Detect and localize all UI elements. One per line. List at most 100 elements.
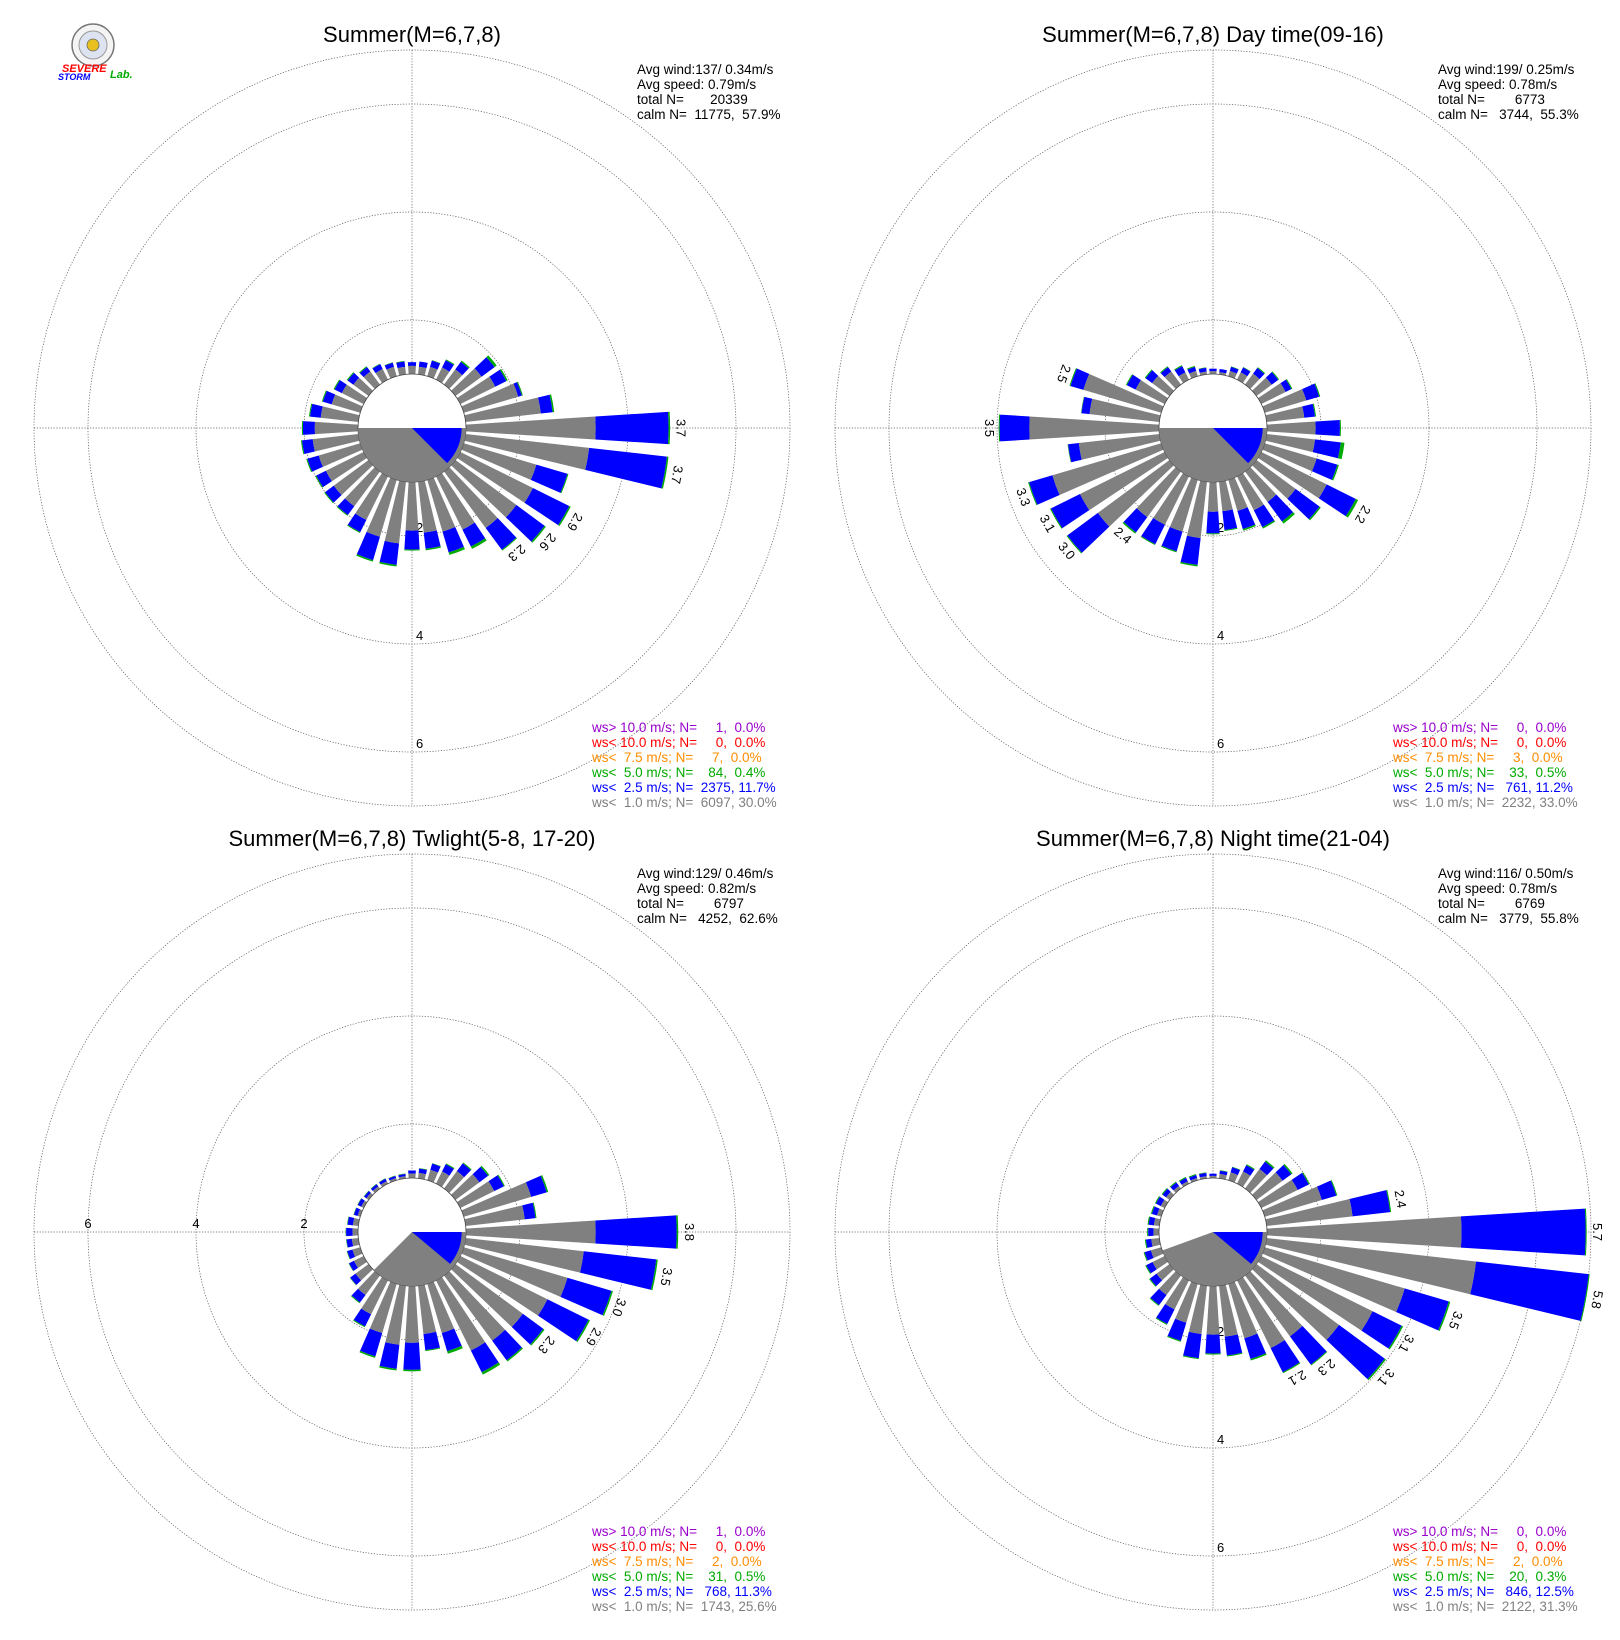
bar-segment-ws-lt-1 (436, 1171, 450, 1188)
bar-segment-ws-lt-2-5 (1189, 1175, 1198, 1181)
bar-segment-ws-lt-2-5 (423, 530, 441, 549)
bar-segment-ws-lt-5 (345, 1239, 348, 1248)
bar-segment-ws-lt-1 (318, 443, 363, 467)
bar-segment-ws-lt-2-5 (1289, 1325, 1327, 1365)
bar-segment-ws-lt-2-5 (455, 361, 469, 376)
bar-segment-ws-lt-2-5 (1253, 368, 1265, 380)
bar-segment-ws-lt-2-5 (1222, 509, 1238, 530)
legend-entry: ws> 10.0 m/s; N= 0, 0.0% (1392, 1524, 1566, 1539)
bar-segment-ws-lt-2-5 (1349, 1190, 1391, 1217)
legend-entry: ws< 10.0 m/s; N= 0, 0.0% (1392, 735, 1566, 750)
bar-segment-ws-lt-2-5 (347, 1249, 356, 1260)
bar-segment-ws-lt-5 (1339, 419, 1341, 437)
bar-segment-ws-lt-1 (320, 406, 360, 422)
bar-segment-ws-lt-1 (1245, 1271, 1303, 1337)
bar-segment-ws-lt-5 (1302, 1172, 1310, 1185)
bar-segment-ws-lt-2-5 (1275, 1164, 1292, 1181)
bar-segment-ws-lt-2-5 (1253, 504, 1275, 528)
bar-segment-ws-lt-5 (372, 363, 381, 369)
bar-segment-ws-lt-5 (1262, 520, 1276, 529)
inner-blue-wedge (1213, 1232, 1263, 1264)
ring-label: 6 (84, 1216, 91, 1231)
bar-segment-ws-lt-1 (389, 1178, 397, 1183)
bar-segment-ws-lt-1 (312, 434, 360, 452)
bar-segment-ws-lt-1 (1079, 452, 1169, 511)
bar-segment-ws-lt-1 (451, 368, 482, 396)
bar-segment-ws-lt-5 (1205, 1353, 1221, 1355)
bar-segment-ws-lt-5 (1154, 1196, 1160, 1204)
bar-segment-ws-lt-5 (1069, 368, 1077, 387)
bar-segment-ws-lt-5 (396, 360, 405, 363)
wind-rose-panel-3: Summer(M=6,7,8) Twlight(5-8, 17-20) 2 4 6 3.… (33, 826, 791, 1614)
stat-avg-speed: Avg speed: 0.82m/s (637, 881, 756, 896)
bar-segment-ws-lt-2-5 (595, 411, 669, 445)
bar-segment-ws-lt-1 (1159, 1271, 1181, 1296)
bar-segment-ws-lt-2-5 (301, 439, 315, 455)
stat-avg-wind: Avg wind:129/ 0.46m/s (637, 866, 774, 881)
bar-segment-ws-lt-1 (352, 1247, 363, 1257)
bar-segment-ws-lt-2-5 (1156, 1303, 1175, 1324)
bar-segment-ws-lt-2-5 (1209, 368, 1217, 372)
bar-segment-ws-lt-5 (998, 414, 1001, 442)
bar-segment-ws-lt-5 (1143, 1252, 1148, 1261)
bar-segment-ws-lt-1 (344, 467, 380, 507)
bar-segment-ws-lt-2-5 (334, 380, 347, 394)
bar-segment-ws-lt-5 (1147, 1227, 1149, 1237)
bar-segment-ws-lt-1 (355, 472, 388, 520)
bar-segment-ws-lt-2-5 (1240, 367, 1251, 377)
bar-segment-ws-lt-1 (1219, 480, 1233, 512)
legend-entry: ws> 10.0 m/s; N= 0, 0.0% (1392, 720, 1566, 735)
bar-segment-ws-lt-5 (300, 440, 305, 455)
bar-segment-ws-lt-2-5 (404, 530, 420, 550)
bar-segment-ws-lt-1 (461, 1247, 568, 1297)
bar-segment-ws-lt-2-5 (511, 1313, 544, 1345)
bar-segment-ws-lt-1 (1150, 1247, 1164, 1258)
bar-segment-ws-lt-2-5 (1280, 379, 1292, 392)
bar-segment-ws-lt-5 (448, 546, 465, 555)
bar-segment-ws-lt-2-5 (999, 414, 1030, 442)
bar-segment-ws-lt-2-5 (489, 369, 507, 387)
bar-value-label: 5.7 (1590, 1223, 1605, 1241)
bar-segment-ws-lt-2-5 (1155, 1196, 1165, 1207)
bar-segment-ws-lt-5 (480, 1165, 490, 1176)
bar-segment-ws-lt-1 (1164, 371, 1181, 389)
ring-label: 2 (1217, 1324, 1224, 1339)
bar-segment-ws-lt-5 (1182, 1355, 1199, 1360)
bar-segment-ws-lt-5 (1145, 1265, 1151, 1274)
bar-segment-ws-lt-2-5 (1180, 535, 1201, 565)
bar-segment-ws-lt-5 (1224, 527, 1238, 532)
bar-segment-ws-lt-2-5 (1224, 1334, 1243, 1356)
bar-segment-ws-lt-2-5 (525, 1175, 547, 1197)
bar-segment-ws-lt-1 (1228, 477, 1248, 511)
stat-total-n: total N= 6797 (637, 896, 744, 911)
bar-segment-ws-lt-2-5 (353, 1207, 361, 1216)
legend-entry: ws< 1.0 m/s; N= 2122, 31.3% (1392, 1599, 1578, 1614)
bar-segment-ws-lt-2-5 (325, 485, 342, 503)
bar-segment-ws-lt-2-5 (1470, 1261, 1589, 1321)
bar-segment-ws-lt-1 (1262, 389, 1307, 413)
legend-entry: ws< 1.0 m/s; N= 1743, 25.6% (591, 1599, 777, 1614)
speed-legend: ws> 10.0 m/s; N= 0, 0.0%ws< 10.0 m/s; N=… (1392, 720, 1578, 810)
bar-segment-ws-lt-1 (1165, 1276, 1189, 1310)
bar-segment-ws-lt-1 (1219, 372, 1227, 376)
bar-segment-ws-lt-1 (408, 1173, 416, 1179)
bar-segment-ws-lt-2-5 (1161, 526, 1183, 552)
bar-segment-ws-lt-1 (1083, 373, 1164, 413)
bar-segment-ws-lt-5 (356, 554, 374, 562)
bar-segment-ws-lt-1 (1029, 416, 1160, 440)
bar-segment-ws-lt-2-5 (470, 1342, 499, 1373)
ring-label: 4 (1217, 628, 1224, 643)
bar-segment-ws-lt-1 (1052, 443, 1164, 496)
legend-entry: ws< 5.0 m/s; N= 31, 0.5% (591, 1569, 765, 1584)
bar-segment-ws-lt-1 (427, 1169, 438, 1183)
rose-title: Summer(M=6,7,8) Day time(09-16) (1042, 22, 1384, 47)
stat-calm-n: calm N= 4252, 62.6% (637, 911, 778, 926)
bar-segment-ws-lt-1 (1135, 380, 1169, 404)
bar-segment-ws-lt-5 (346, 1251, 351, 1260)
bar-segment-ws-lt-1 (1097, 460, 1174, 527)
bar-segment-ws-lt-1 (353, 377, 373, 396)
bar-segment-ws-lt-5 (353, 1207, 357, 1215)
bar-segment-ws-lt-2-5 (349, 1260, 359, 1271)
